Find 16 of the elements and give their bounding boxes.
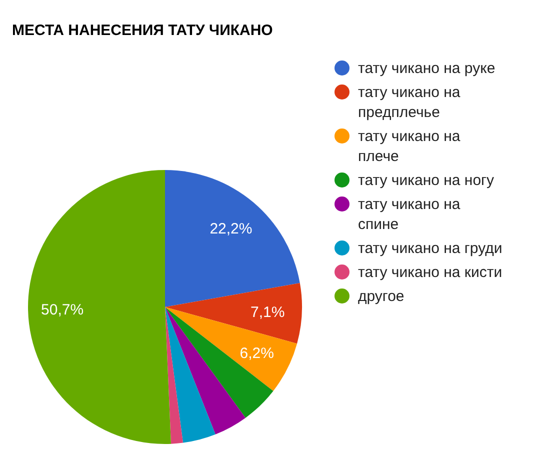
data-label: 22,2% — [210, 220, 252, 238]
data-label: 50,7% — [41, 301, 84, 318]
chart-title: МЕСТА НАНЕСЕНИЯ ТАТУ ЧИКАНО — [12, 22, 274, 39]
data-label: 6,2% — [240, 345, 274, 362]
pie-slice — [165, 307, 298, 391]
pie-slice — [165, 170, 300, 307]
pie-slice — [165, 307, 216, 443]
legend-label: тату чикано на кисти — [358, 264, 502, 281]
pie-slice — [165, 283, 302, 344]
legend-label: другое — [358, 288, 404, 305]
legend-label: тату чикано на руке — [358, 60, 496, 77]
legend-label: тату чикано на груди — [358, 240, 502, 257]
data-label: 7,1% — [250, 304, 285, 321]
legend-label: тату чикано на ногу — [358, 172, 495, 189]
pie-slice — [28, 170, 172, 444]
pie-slice — [165, 307, 184, 444]
